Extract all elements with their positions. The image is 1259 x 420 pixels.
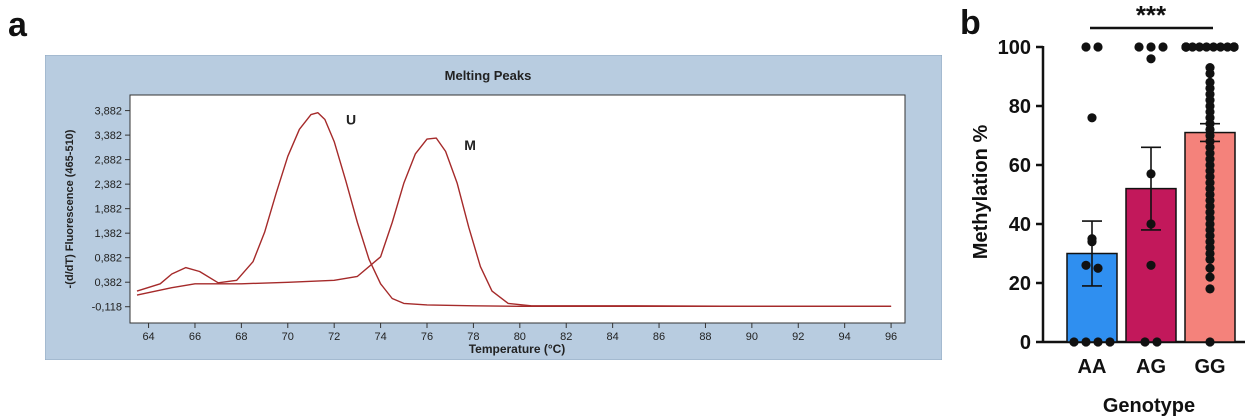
y-tick-label: 100 [998,37,1031,59]
data-point-AA [1069,337,1079,347]
x-tick-label: 92 [792,331,804,343]
y-tick-label: 0,382 [94,277,122,289]
y-tick-label: -0,118 [92,302,122,314]
data-point-AA [1093,337,1103,347]
axes: 64 66 68 70 72 74 76 78 80 82 84 86 88 90 92 94 96 -0,118… [92,106,898,343]
y-tick-label: 2,882 [94,155,122,167]
y-tick-label: 1,882 [94,204,122,216]
y-tick-label: 0,882 [94,253,122,265]
y-tick-label: 60 [1009,155,1031,177]
data-point-AA [1081,337,1091,347]
melt-curve-M [136,137,892,308]
y-axis-label: -(d/dT) Fluorescence (465-510) [64,129,76,288]
data-point-GG [1205,284,1215,294]
x-tick-label: 82 [560,331,572,343]
data-point-GG [1215,42,1226,52]
x-tick-label: 80 [514,331,526,343]
panel-b-letter: b [960,4,981,42]
x-tick-label: 78 [467,331,479,343]
data-point-AG [1146,54,1156,64]
x-tick-label: 90 [746,331,758,343]
x-tick-label: 86 [653,331,665,343]
data-point-GG [1208,42,1219,52]
x-tick-label: 88 [699,331,711,343]
data-point-GG [1201,42,1212,52]
data-point-GG [1205,272,1215,282]
data-point-GG [1205,254,1215,264]
data-point-AA [1087,113,1097,123]
y-tick-label: 80 [1009,96,1031,118]
data-point-GG [1205,68,1215,79]
x-axis-label: Temperature (°C) [469,342,566,356]
data-point-GG [1194,42,1205,52]
data-point-AG [1146,260,1156,270]
y-tick-label: 20 [1009,273,1031,295]
y-tick-label: 2,382 [94,179,122,191]
x-tick-label: GG [1194,356,1225,378]
significance-label: *** [1136,0,1167,30]
x-tick-label: 96 [885,331,897,343]
data-point-AG [1146,42,1156,52]
data-point-AA [1093,263,1103,273]
series-label-M: M [464,137,476,153]
x-tick-label: 84 [607,331,619,343]
data-point-GG [1222,42,1233,52]
x-tick-label: 72 [328,331,340,343]
curves: UM [136,112,892,308]
data-point-GG [1205,337,1215,347]
x-axis-label: Genotype [1103,395,1195,417]
y-tick-label: 3,882 [94,106,122,118]
methylation-bar-chart: 0 20 40 60 80 100 AA AG GG *** Genotype Methyla… [970,0,1245,417]
y-axis-label: Methylation % [970,125,992,260]
data-point-AA [1081,42,1091,52]
x-tick-label: 64 [142,331,154,343]
x-tick-label: 76 [421,331,433,343]
x-tick-label: 68 [235,331,247,343]
data-point-GG [1205,263,1215,273]
y-tick-label: 3,382 [94,130,122,142]
series-label-U: U [346,112,356,128]
melting-peaks-chart: Melting Peaks 64 66 68 70 72 74 76 78 80 82 84 86 88… [45,55,942,360]
data-point-AG [1140,337,1150,347]
y-tick-label: 0 [1020,332,1031,354]
data-point-GG [1187,42,1198,52]
data-point-AG [1134,42,1144,52]
data-point-GG [1229,42,1239,52]
data-point-AG [1152,337,1162,347]
x-tick-label: 74 [374,331,386,343]
chart-title: Melting Peaks [445,68,532,83]
y-tick-label: 1,382 [94,228,122,240]
data-point-AA [1105,337,1115,347]
x-tick-label: 70 [282,331,294,343]
x-tick-label: 66 [189,331,201,343]
panel-a-letter: a [8,6,27,44]
plot-area [129,94,906,324]
y-tick-label: 40 [1009,214,1031,236]
data-point-AA [1081,260,1091,270]
data-point-GG [1181,42,1191,52]
data-point-AG [1158,42,1168,52]
x-tick-label: AA [1078,356,1107,378]
points [1069,42,1239,347]
x-tick-label: 94 [839,331,851,343]
x-tick-label: AG [1136,356,1166,378]
melt-curve-U [136,112,892,308]
data-point-AA [1093,42,1103,52]
